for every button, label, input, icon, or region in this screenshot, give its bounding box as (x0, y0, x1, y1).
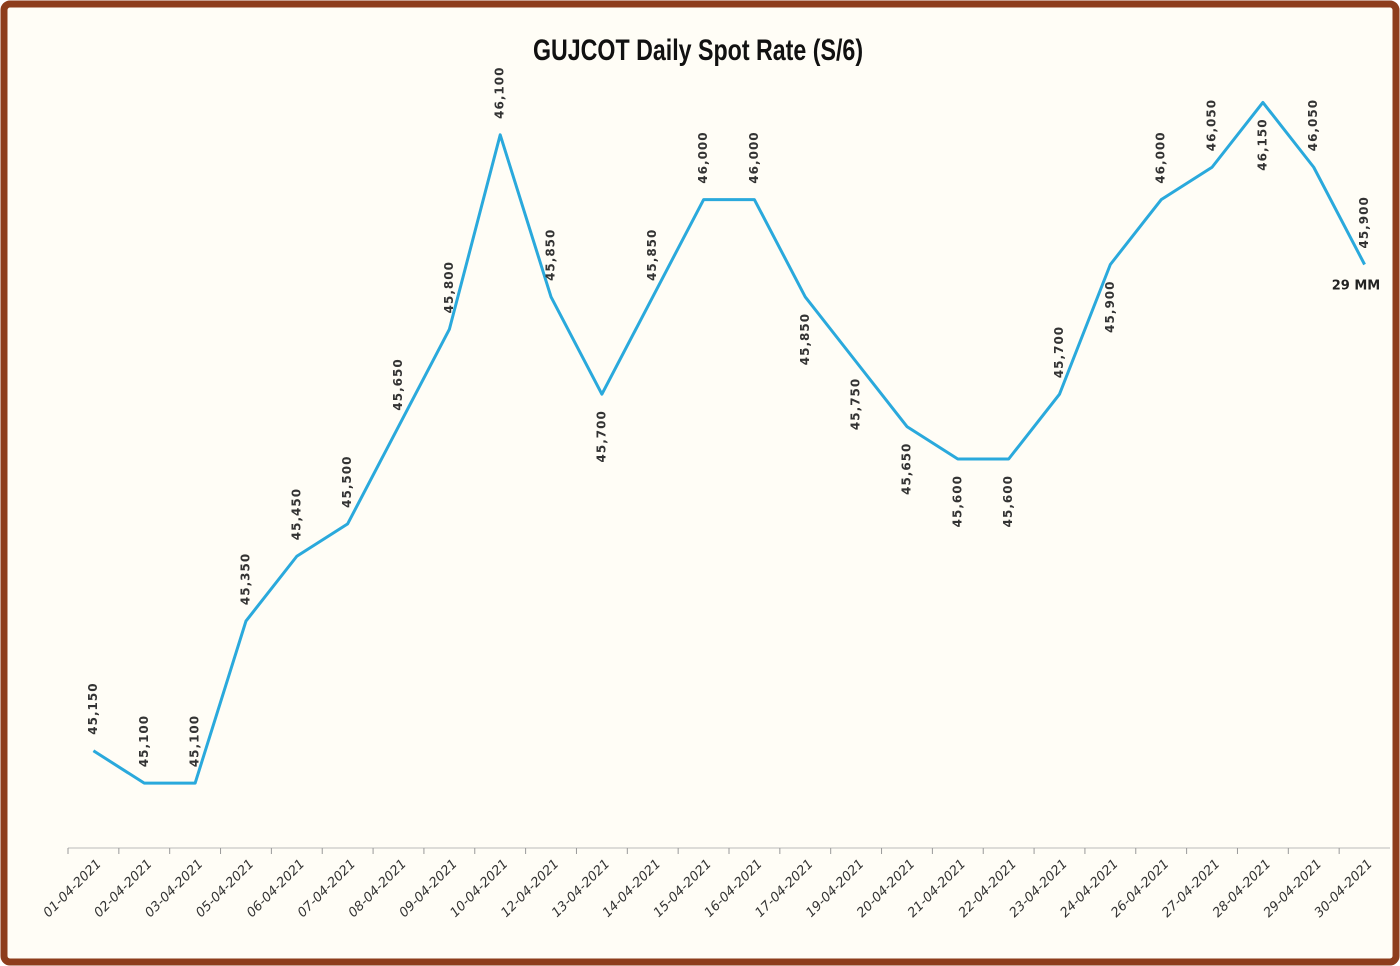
data-label: 46,000 (1154, 131, 1168, 183)
data-label: 46,000 (747, 131, 761, 183)
data-label: 45,700 (1052, 326, 1066, 378)
data-label: 45,600 (950, 475, 964, 527)
data-label: 45,450 (289, 488, 303, 540)
data-label: 45,750 (849, 378, 863, 430)
data-label: 46,050 (1205, 99, 1219, 151)
data-label: 45,850 (798, 313, 812, 365)
data-label: 45,500 (340, 456, 354, 508)
data-label: 46,150 (1255, 118, 1269, 170)
chart-title: GUJCOT Daily Spot Rate (S/6) (533, 33, 863, 66)
data-label: 45,800 (442, 261, 456, 313)
data-label: 45,350 (238, 553, 252, 605)
data-label: 46,050 (1306, 99, 1320, 151)
line (92, 100, 1366, 785)
data-label: 45,600 (1001, 475, 1015, 527)
annotation: 29 MM (1332, 279, 1381, 294)
data-label: 45,650 (899, 443, 913, 495)
data-label: 46,100 (493, 67, 507, 119)
data-label: 46,000 (696, 131, 710, 183)
data-label: 45,100 (188, 715, 202, 767)
data-label: 45,650 (391, 358, 405, 410)
data-label: 45,900 (1357, 196, 1371, 248)
data-label: 45,100 (137, 715, 151, 767)
data-label: 45,850 (645, 229, 659, 281)
data-label: 45,150 (86, 682, 100, 734)
data-label: 45,850 (544, 229, 558, 281)
data-label: 45,900 (1103, 281, 1117, 333)
data-label: 45,700 (594, 410, 608, 462)
